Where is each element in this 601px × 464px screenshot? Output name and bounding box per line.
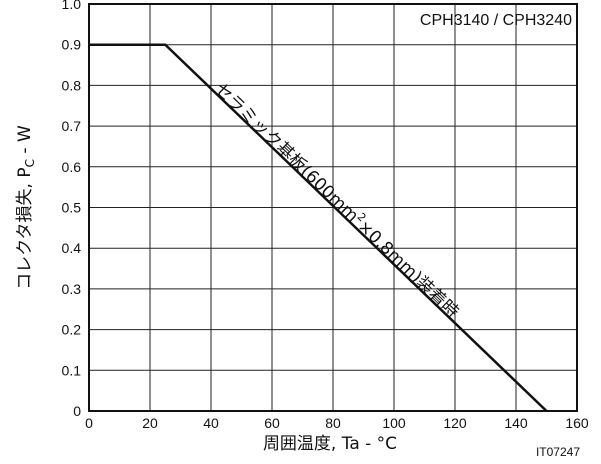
y-axis-label-main: コレクタ損失, P (15, 167, 35, 289)
annotation-text-b: ×0.8mm)装着時 (353, 217, 462, 323)
y-tick-label: 0.5 (62, 200, 82, 216)
y-tick-label: 0.9 (62, 37, 82, 53)
grid-lines (88, 3, 578, 412)
x-tick-label: 40 (203, 415, 219, 431)
x-tick-label: 60 (264, 415, 280, 431)
y-tick-label: 0.6 (62, 159, 82, 175)
plot-frame (88, 3, 578, 412)
x-tick-label: 120 (443, 415, 467, 431)
figure-code: IT07247 (536, 445, 580, 459)
y-tick-label: 0.8 (62, 77, 82, 93)
y-axis-label: コレクタ損失, PC - W (15, 125, 37, 290)
annotation-text-a: セラミック基板(600mm (210, 79, 362, 226)
x-axis-label: 周囲温度, Ta - °C (263, 434, 397, 454)
x-tick-label: 160 (565, 415, 589, 431)
x-tick-label: 100 (382, 415, 406, 431)
y-tick-label: 0.3 (62, 281, 82, 297)
y-axis-label-unit: - W (15, 125, 35, 159)
y-tick-label: 0.1 (62, 362, 82, 378)
x-tick-label: 0 (85, 415, 93, 431)
series-line (89, 43, 548, 412)
x-tick-label: 80 (325, 415, 341, 431)
y-tick-label: 0 (73, 403, 81, 419)
y-tick-label: 0.2 (62, 322, 82, 338)
y-axis-label-subscript: C (23, 159, 37, 167)
part-number-label: CPH3140 / CPH3240 (420, 12, 572, 29)
x-tick-label: 20 (142, 415, 158, 431)
y-tick-label: 1.0 (62, 0, 82, 12)
series-annotation: セラミック基板(600mm2×0.8mm)装着時 (210, 78, 463, 323)
y-tick-label: 0.7 (62, 118, 82, 134)
y-tick-label: 0.4 (62, 240, 82, 256)
x-tick-label: 140 (504, 415, 528, 431)
tick-labels: 0 20 40 60 80 100 120 140 160 0 0.1 0.2 0.3 0.4 0.5 0.6… (62, 0, 589, 431)
